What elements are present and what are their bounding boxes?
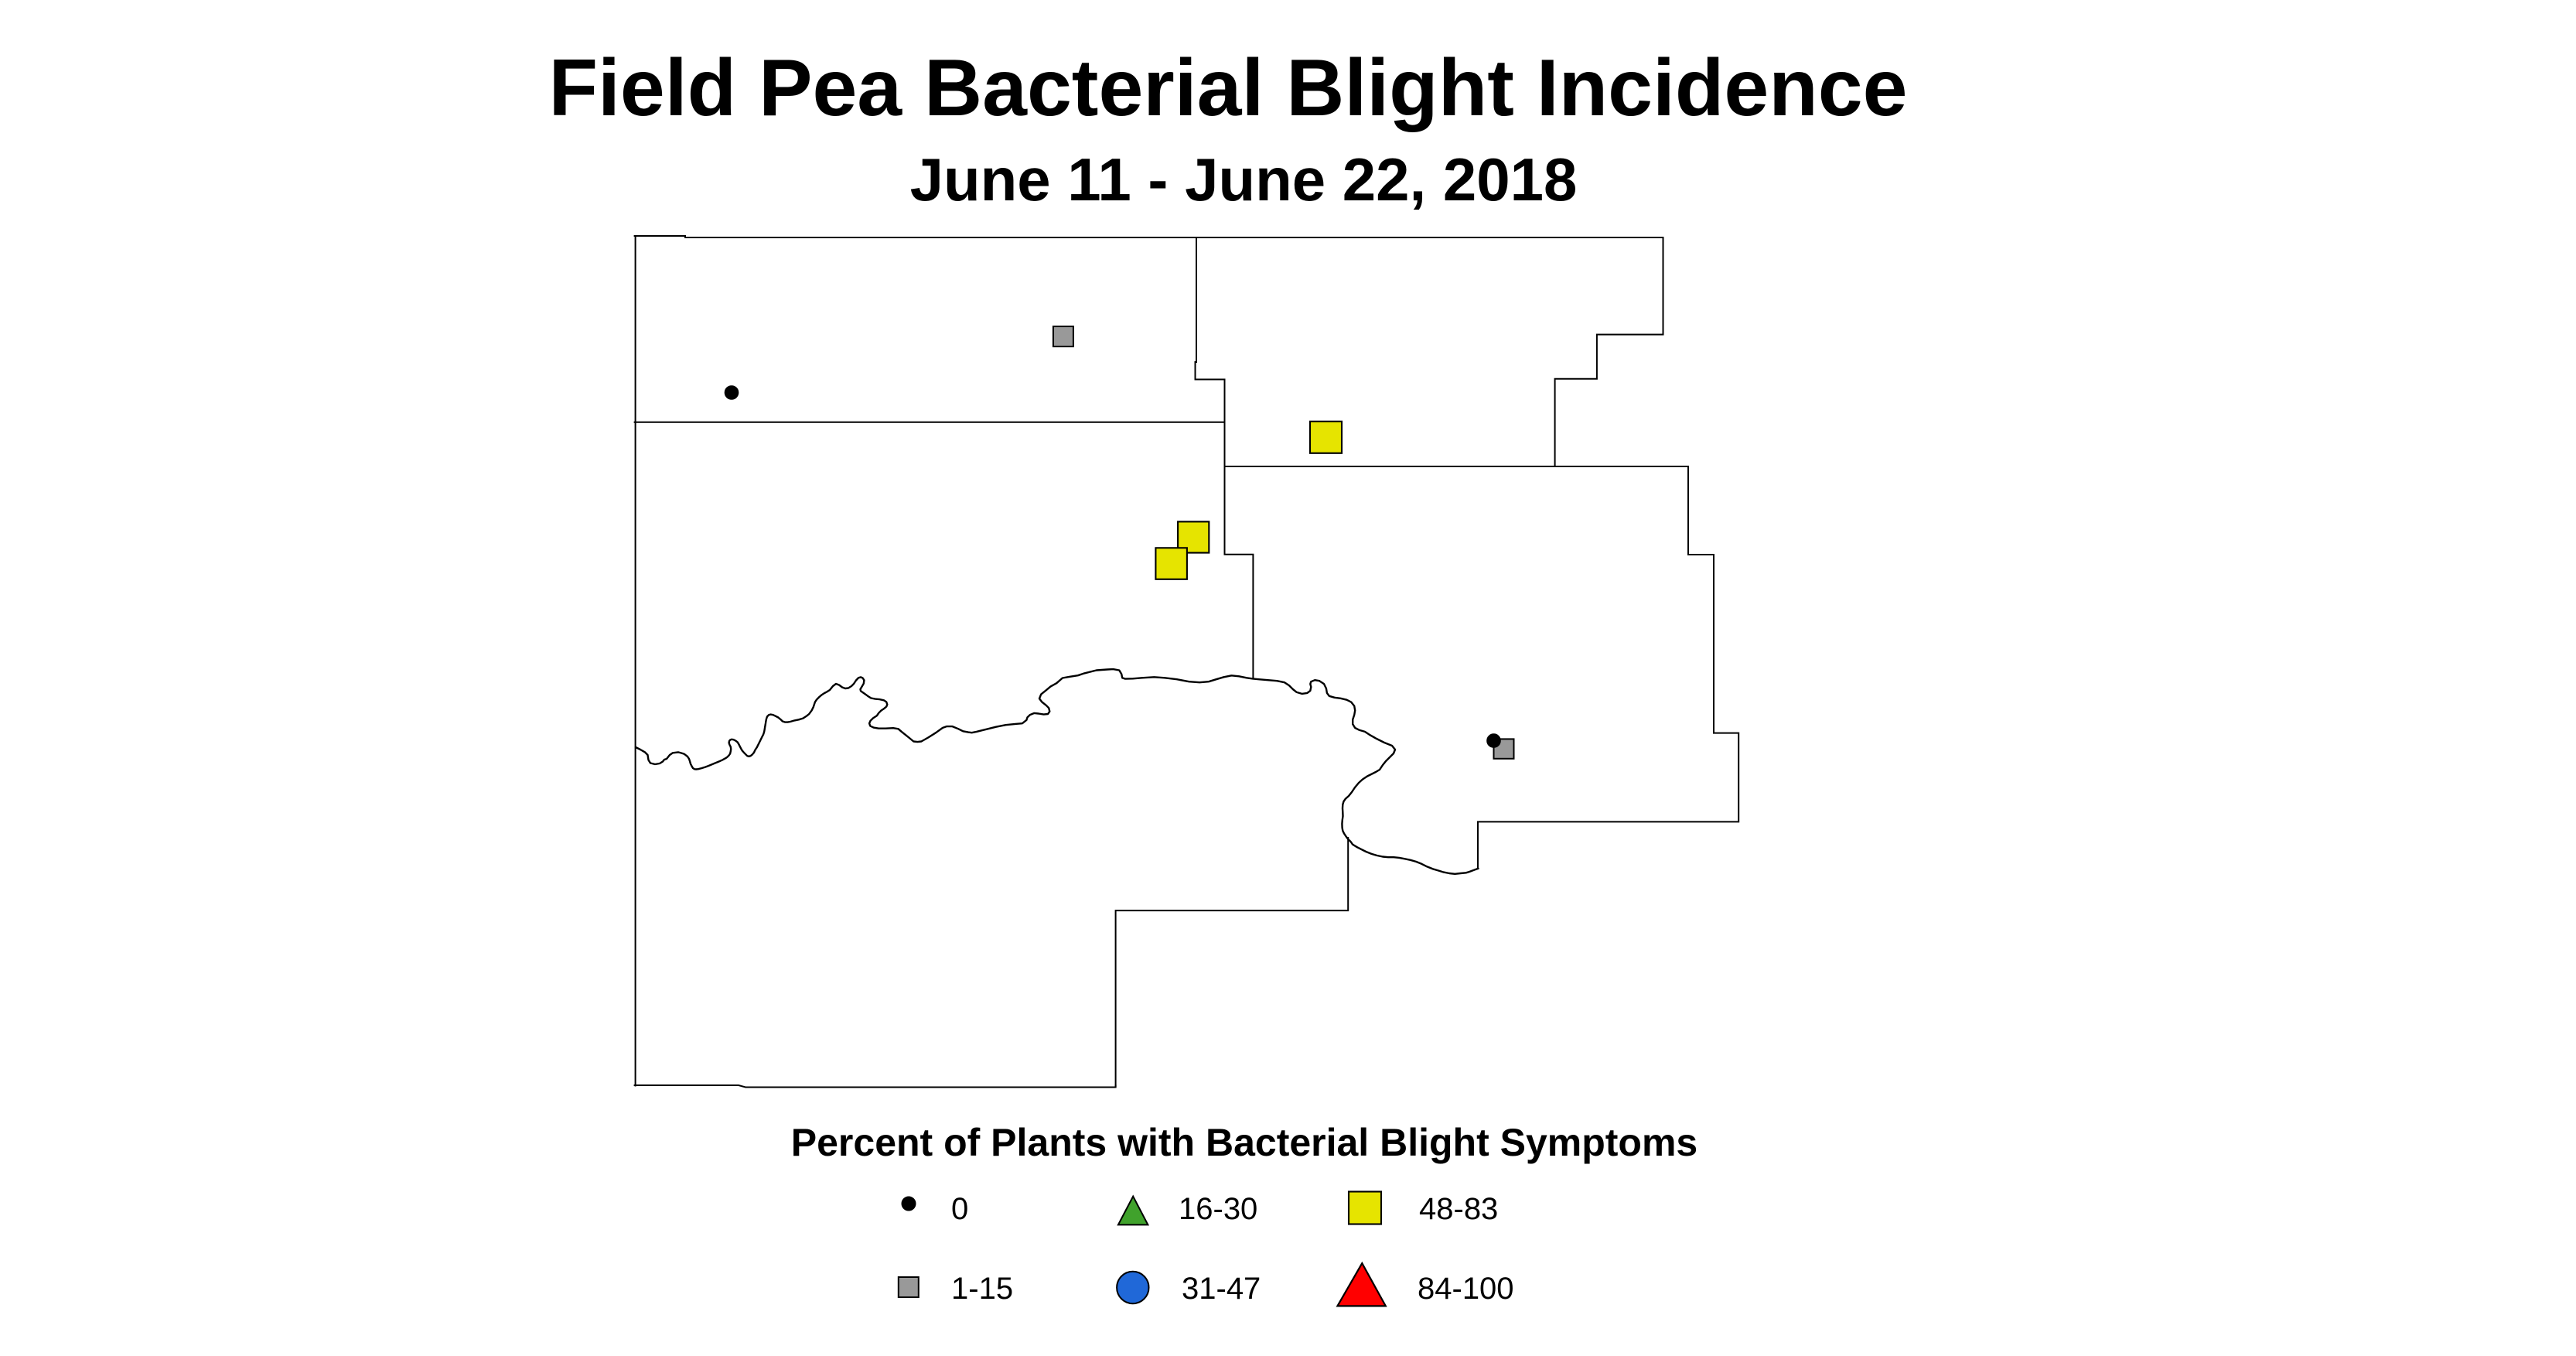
svg-text:31-47: 31-47 bbox=[1182, 1272, 1261, 1306]
svg-text:Percent of Plants with Bacteri: Percent of Plants with Bacterial Blight … bbox=[791, 1121, 1697, 1164]
svg-text:Field Pea Bacterial Blight Inc: Field Pea Bacterial Blight Incidence bbox=[549, 43, 1908, 133]
svg-text:48-83: 48-83 bbox=[1419, 1192, 1498, 1226]
svg-text:0: 0 bbox=[951, 1192, 968, 1226]
svg-text:16-30: 16-30 bbox=[1179, 1192, 1257, 1226]
svg-text:June 11 - June 22, 2018: June 11 - June 22, 2018 bbox=[910, 145, 1578, 213]
svg-text:1-15: 1-15 bbox=[951, 1272, 1013, 1306]
svg-text:84-100: 84-100 bbox=[1418, 1272, 1514, 1306]
